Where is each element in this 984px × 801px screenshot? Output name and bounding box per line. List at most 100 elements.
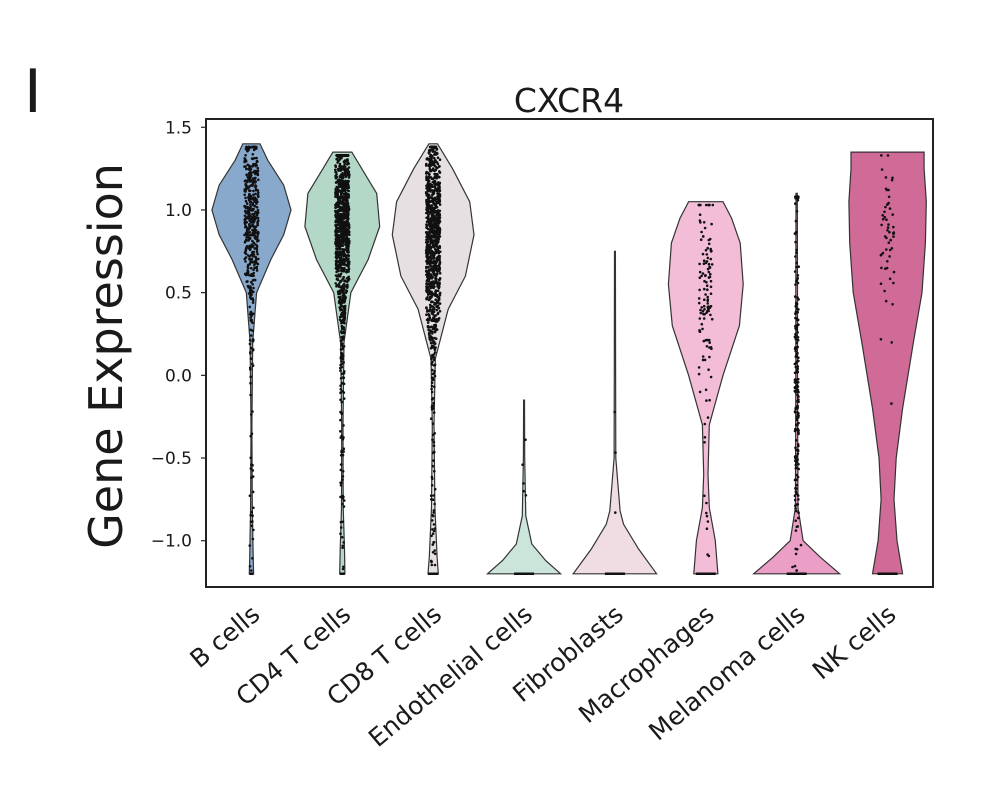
data-point [429, 245, 432, 249]
data-point [256, 230, 260, 234]
data-point [340, 262, 344, 266]
data-point [341, 453, 345, 457]
data-point [796, 458, 799, 461]
data-point [250, 273, 253, 276]
data-point [433, 432, 437, 435]
data-point [337, 282, 341, 286]
data-point [702, 339, 706, 343]
data-point [794, 283, 797, 286]
data-point [244, 225, 247, 229]
data-point [433, 319, 437, 323]
data-point [433, 179, 437, 183]
data-point [438, 282, 441, 286]
data-point [339, 227, 343, 230]
data-point [345, 163, 349, 166]
data-point [246, 270, 250, 274]
data-point [428, 150, 432, 153]
data-point [432, 509, 436, 512]
data-point [339, 377, 343, 380]
data-point [255, 246, 259, 249]
data-point [698, 317, 702, 320]
data-point [881, 218, 885, 221]
data-point [795, 341, 799, 345]
data-point [347, 242, 351, 245]
data-point [337, 182, 341, 186]
data-point [346, 251, 350, 254]
data-point [428, 167, 432, 170]
data-point [793, 371, 797, 375]
data-point [429, 169, 432, 173]
data-point [339, 280, 342, 284]
data-point [795, 525, 799, 529]
data-point [433, 469, 436, 473]
data-point [437, 240, 440, 244]
data-point [796, 296, 799, 299]
data-point [432, 401, 436, 405]
data-point [341, 502, 344, 506]
data-point [247, 209, 251, 212]
y-tick-label: 0.5 [165, 284, 192, 304]
data-point [425, 313, 428, 317]
data-point [429, 417, 433, 421]
data-point [432, 169, 436, 172]
data-point [429, 241, 433, 244]
data-point [888, 277, 892, 281]
data-point [248, 230, 251, 234]
data-point [245, 186, 249, 190]
data-point [888, 230, 891, 234]
data-point [249, 434, 252, 438]
data-point [794, 467, 798, 470]
data-point [248, 207, 251, 210]
data-point [247, 215, 250, 218]
data-point [794, 478, 797, 481]
data-point [247, 189, 251, 192]
data-point [432, 440, 436, 444]
data-point [796, 352, 799, 355]
data-point [436, 289, 440, 293]
data-point [796, 385, 800, 388]
data-point [430, 357, 433, 361]
data-point [244, 256, 248, 260]
data-point [432, 202, 436, 205]
data-point [343, 208, 346, 212]
data-point [884, 205, 887, 209]
data-point [892, 281, 895, 285]
data-point [335, 266, 339, 270]
data-point [252, 268, 255, 272]
data-point [710, 347, 713, 351]
data-point [438, 231, 442, 235]
data-point [794, 446, 797, 450]
data-point [248, 257, 251, 261]
data-point [339, 308, 342, 312]
data-point [614, 511, 617, 514]
data-point [433, 198, 437, 202]
data-point [339, 468, 343, 472]
data-point [246, 228, 249, 231]
data-point [436, 255, 440, 259]
data-point [250, 253, 254, 256]
data-point [434, 289, 438, 293]
data-point [341, 478, 344, 482]
data-point [709, 292, 713, 296]
data-point [434, 189, 437, 192]
data-point [339, 185, 342, 189]
data-point [794, 232, 797, 236]
data-point [344, 154, 348, 157]
data-point [424, 172, 428, 175]
data-point [248, 263, 251, 266]
data-point [698, 276, 702, 280]
data-point [436, 224, 440, 228]
data-point [248, 565, 252, 568]
data-point [251, 301, 255, 304]
data-point [344, 220, 348, 223]
data-point [342, 505, 346, 508]
data-point [249, 328, 252, 332]
data-point [888, 255, 891, 258]
data-point [433, 156, 436, 160]
data-point [708, 265, 711, 269]
data-point [429, 254, 433, 257]
data-point [892, 231, 896, 234]
data-point [428, 221, 431, 224]
data-point [338, 162, 342, 166]
